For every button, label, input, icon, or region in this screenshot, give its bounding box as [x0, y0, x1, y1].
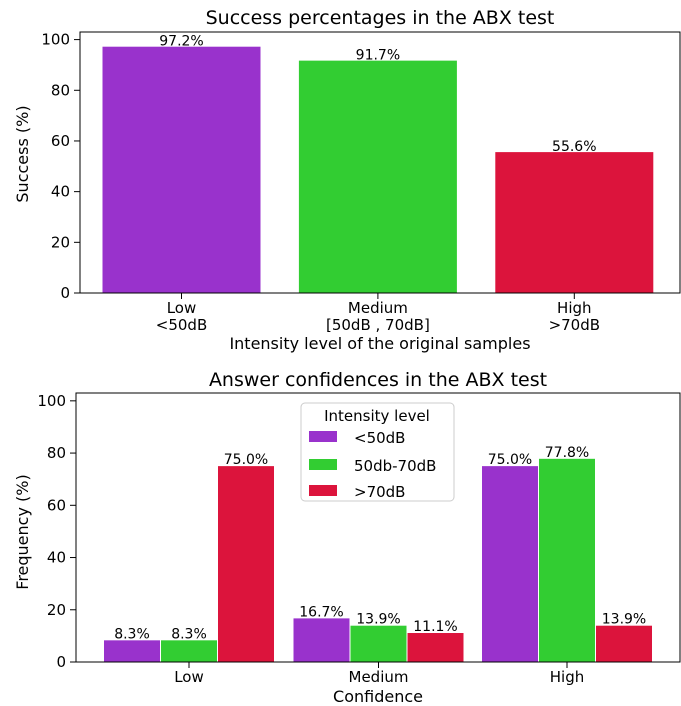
legend-label-gt70: >70dB	[354, 483, 405, 501]
confidence-bar-value-label: 8.3%	[171, 626, 207, 642]
confidence-bar	[161, 640, 217, 662]
confidence-bar	[539, 458, 595, 662]
x-tick-label: [50dB , 70dB]	[326, 316, 430, 334]
legend-swatch-gt70	[309, 485, 337, 496]
legend-swatch-50-70	[309, 459, 337, 470]
y-tick-label: 20	[51, 233, 70, 251]
success-chart: Success percentages in the ABX test Succ…	[13, 7, 681, 353]
confidence-chart-x-axis: Low Medium High	[174, 662, 584, 686]
confidence-bar	[218, 466, 274, 662]
x-tick-label: High	[557, 299, 591, 317]
y-tick-label: 0	[60, 284, 70, 302]
success-chart-ylabel: Success (%)	[13, 105, 32, 202]
confidence-chart-ylabel: Frequency (%)	[13, 474, 32, 589]
confidence-bar-value-label: 75.0%	[488, 452, 532, 468]
success-bar-value-label: 55.6%	[552, 139, 596, 155]
confidence-chart-xlabel: Confidence	[333, 687, 423, 706]
y-tick-label: 80	[51, 81, 70, 99]
success-chart-frame	[79, 31, 681, 294]
confidence-bar	[407, 633, 464, 662]
confidence-chart-bars: 8.3% 8.3% 75.0% 16.7% 13.9% 11.1% 75.0% 77.8% 13…	[104, 445, 652, 662]
success-chart-x-axis: Low<50dB Medium[50dB , 70dB] High>70dB	[156, 293, 600, 334]
confidence-bar	[293, 618, 350, 662]
success-bar	[298, 60, 457, 294]
x-tick-label: Low	[174, 668, 204, 686]
y-tick-label: 0	[56, 653, 66, 671]
confidence-bar	[350, 625, 407, 662]
y-tick-label: 40	[47, 549, 66, 567]
success-bar	[102, 46, 261, 294]
legend: Intensity level <50dB 50db-70dB >70dB	[300, 402, 455, 502]
y-tick-label: 60	[47, 496, 66, 514]
confidence-bar	[482, 466, 538, 662]
legend-label-50-70: 50db-70dB	[354, 457, 436, 475]
confidence-bar-value-label: 16.7%	[299, 604, 343, 620]
y-tick-label: 60	[51, 132, 70, 150]
y-tick-label: 100	[41, 31, 70, 49]
x-tick-label: <50dB	[156, 316, 207, 334]
success-chart-y-axis: 0 20 40 60 80 100	[41, 31, 80, 302]
confidence-chart-title: Answer confidences in the ABX test	[209, 369, 547, 391]
success-chart-bars: 97.2% 91.7% 55.6%	[102, 34, 654, 294]
success-chart-title: Success percentages in the ABX test	[206, 7, 555, 29]
success-bar	[495, 152, 654, 293]
confidence-bar-value-label: 13.9%	[602, 612, 646, 628]
confidence-bar-value-label: 77.8%	[545, 445, 589, 461]
legend-title: Intensity level	[324, 407, 430, 425]
success-bar-value-label: 91.7%	[356, 48, 400, 64]
legend-box	[300, 402, 455, 502]
confidence-chart-frame	[75, 392, 681, 663]
x-tick-label: Medium	[348, 299, 408, 317]
success-chart-xlabel: Intensity level of the original samples	[229, 334, 530, 353]
x-tick-label: Medium	[349, 668, 409, 686]
x-tick-label: Low	[167, 299, 197, 317]
confidence-chart: Answer confidences in the ABX test Frequ…	[13, 369, 681, 706]
confidence-chart-y-axis: 0 20 40 60 80 100	[37, 392, 76, 671]
x-tick-label: High	[550, 668, 584, 686]
y-tick-label: 80	[47, 444, 66, 462]
confidence-bar-value-label: 75.0%	[224, 452, 268, 468]
success-bar-value-label: 97.2%	[159, 34, 203, 50]
y-tick-label: 20	[47, 601, 66, 619]
confidence-bar	[104, 640, 160, 662]
confidence-bar-value-label: 8.3%	[114, 626, 150, 642]
legend-label-lt50: <50dB	[354, 429, 405, 447]
confidence-bar-value-label: 13.9%	[356, 612, 400, 628]
legend-swatch-lt50	[309, 431, 337, 442]
y-tick-label: 40	[51, 183, 70, 201]
x-tick-label: >70dB	[549, 316, 600, 334]
confidence-bar	[596, 625, 652, 662]
confidence-bar-value-label: 11.1%	[413, 619, 457, 635]
y-tick-label: 100	[37, 392, 66, 410]
